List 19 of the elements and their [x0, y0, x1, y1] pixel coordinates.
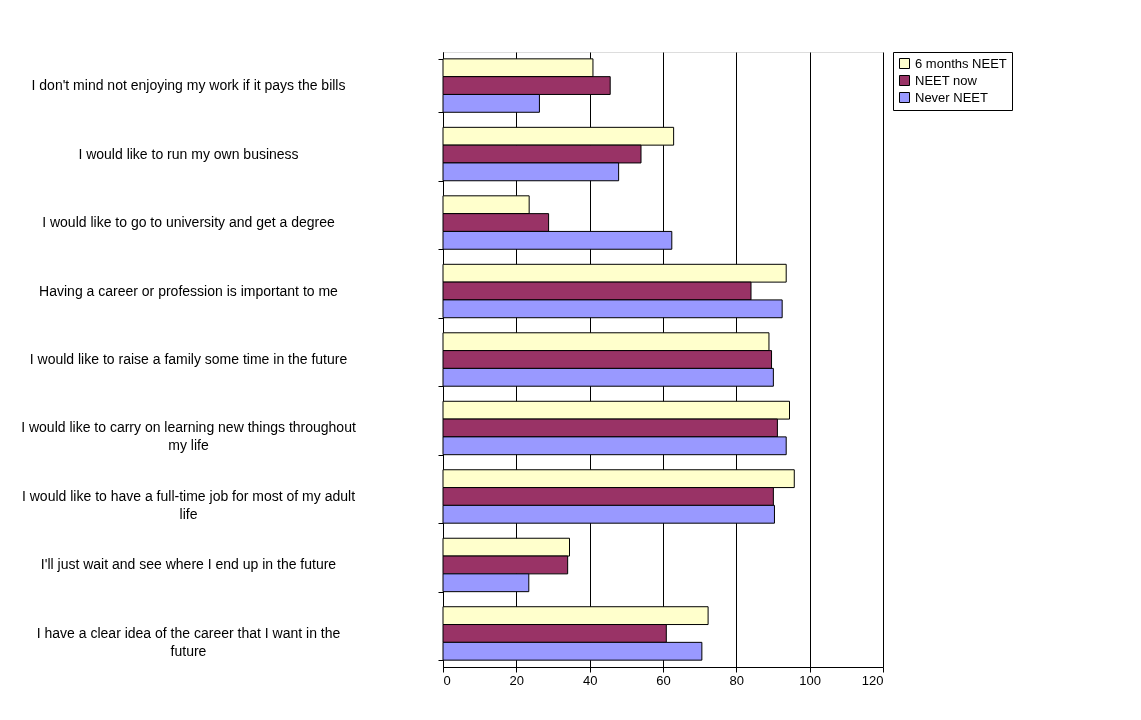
y-tick-label: I don't mind not enjoying my work if it pays the bills — [31, 77, 346, 94]
y-tick-label: I would like to run my own business — [78, 145, 299, 162]
x-tick-label: 80 — [729, 672, 745, 688]
legend-label: NEET now — [915, 72, 978, 88]
y-tick-label: I would like to raise a family some time in the future — [29, 351, 348, 367]
legend-label: 6 months NEET — [915, 55, 1007, 71]
x-tick-label: 20 — [509, 672, 525, 688]
y-tick-label: I'll just wait and see where I end up in the future — [40, 556, 337, 573]
y-tick-label: I would like to go to university and get a degree — [42, 214, 336, 231]
x-tick-label: 120 — [861, 672, 884, 688]
legend-label: Never NEET — [915, 89, 989, 105]
x-tick-label: 100 — [799, 672, 822, 688]
x-tick-label: 60 — [656, 672, 671, 688]
y-tick-label: I would like to carry on learning new things throughout my life — [21, 419, 356, 454]
y-tick-label: I have a clear idea of the career that I want in the future — [36, 624, 341, 659]
y-tick-label: Having a career or profession is important to me — [39, 282, 339, 299]
x-tick-label: 0 — [443, 672, 451, 688]
x-tick-label: 40 — [582, 672, 598, 688]
y-tick-label: I would like to have a full-time job for most of my adult life — [21, 487, 356, 522]
